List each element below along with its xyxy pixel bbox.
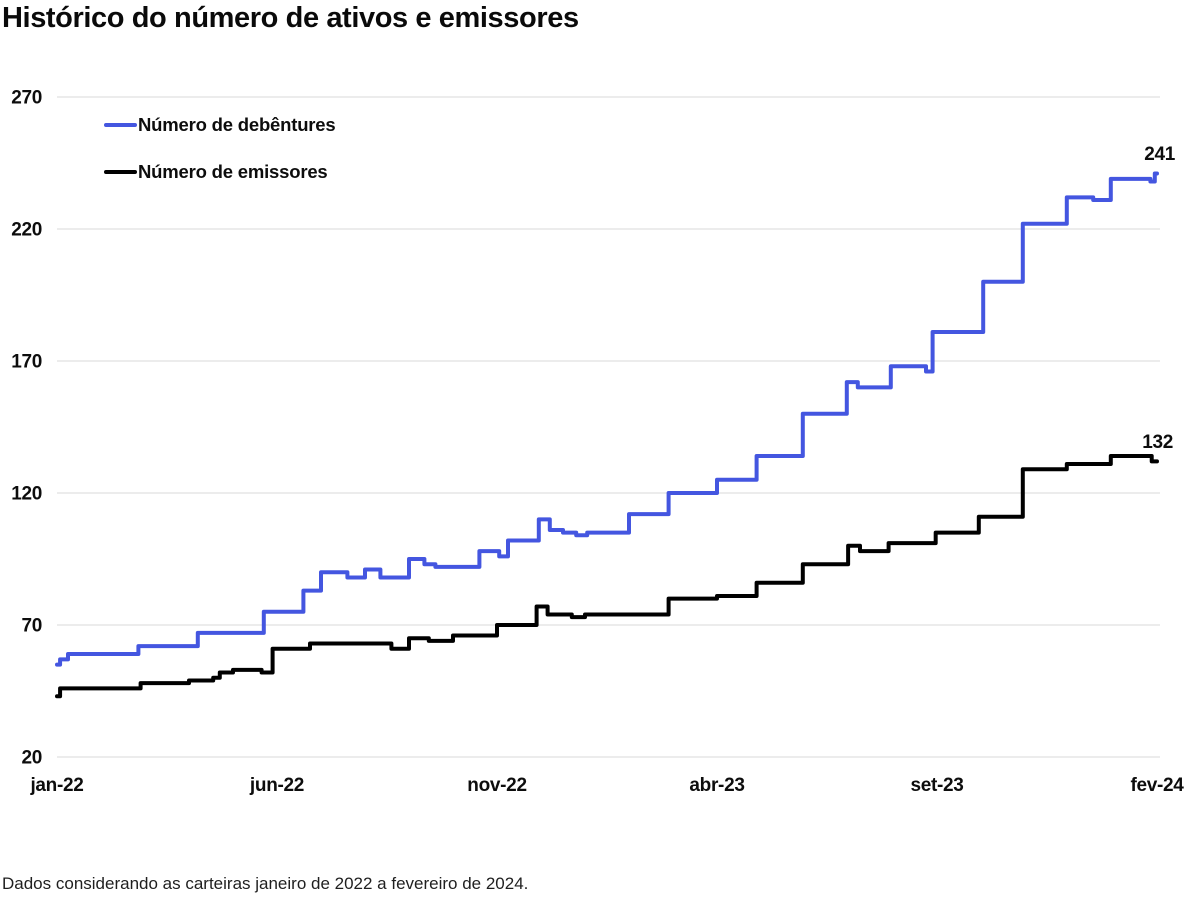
x-tick-label: set-23 — [910, 775, 963, 796]
y-tick-label: 120 — [11, 484, 42, 505]
x-axis-tick-labels: jan-22 jun-22 nov-22 abr-23 set-23 fev-24 — [29, 775, 1184, 796]
legend-item-emissores: Número de emissores — [104, 160, 336, 184]
y-tick-label: 20 — [21, 748, 42, 769]
gridlines — [57, 96, 1160, 758]
end-label-emissores: 132 — [1142, 432, 1173, 453]
x-tick-label: nov-22 — [467, 775, 526, 796]
page-title: Histórico do número de ativos e emissore… — [2, 2, 579, 34]
y-tick-label: 70 — [21, 616, 42, 637]
y-tick-label: 220 — [11, 220, 42, 241]
y-axis-tick-labels: 270 220 170 120 70 20 — [11, 88, 42, 769]
end-label-debentures: 241 — [1144, 144, 1176, 165]
legend-label-debentures: Número de debêntures — [138, 114, 336, 135]
x-tick-label: jan-22 — [29, 775, 83, 796]
x-tick-label: jun-22 — [249, 775, 304, 796]
legend-item-debentures: Número de debêntures — [104, 113, 336, 137]
series-line-emissores — [55, 454, 1159, 699]
series-lines — [55, 171, 1159, 699]
legend-label-emissores: Número de emissores — [138, 161, 328, 182]
series-line-debentures — [55, 171, 1159, 667]
x-tick-label: fev-24 — [1130, 775, 1184, 796]
y-tick-label: 270 — [11, 88, 42, 109]
footnote: Dados considerando as carteiras janeiro … — [2, 874, 529, 893]
legend: Número de debêntures Número de emissores — [104, 113, 336, 207]
y-tick-label: 170 — [11, 352, 42, 373]
legend-line-swatch-debentures — [104, 123, 137, 127]
legend-line-swatch-emissores — [104, 170, 137, 174]
x-tick-label: abr-23 — [689, 775, 744, 796]
